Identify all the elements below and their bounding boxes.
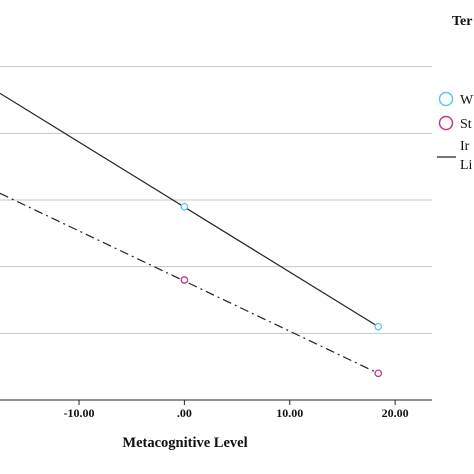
point-series-2-2 [374,369,383,378]
x-tick-label-2: .00 [177,406,192,420]
point-series-1-1 [180,202,189,211]
fit-lines [0,92,379,374]
legend-marker-series-1 [438,91,454,107]
point-series-1-2 [374,322,383,331]
point-series-2-1 [180,276,189,284]
legend-label-3: Ir [460,139,470,154]
legend-title: Ter [452,14,472,29]
data-points [180,202,383,378]
x-axis-title: Metacognitive Level [122,435,247,451]
x-tick-label-1: -10.00 [64,406,95,420]
x-tick-label-4: 20.00 [382,406,409,420]
legend-marker-series-2 [438,115,454,131]
legend: Ter W St Ir Li [437,14,474,173]
x-axis-ticks: -10.00 .00 10.00 20.00 [64,400,409,420]
x-tick-label-3: 10.00 [276,406,303,420]
fit-line-series-2 [0,192,379,374]
legend-label-4: Li [460,158,473,173]
grid [0,66,432,334]
legend-label-2: St [460,117,472,132]
fit-line-series-1 [0,92,379,328]
legend-label-1: W [460,93,474,108]
